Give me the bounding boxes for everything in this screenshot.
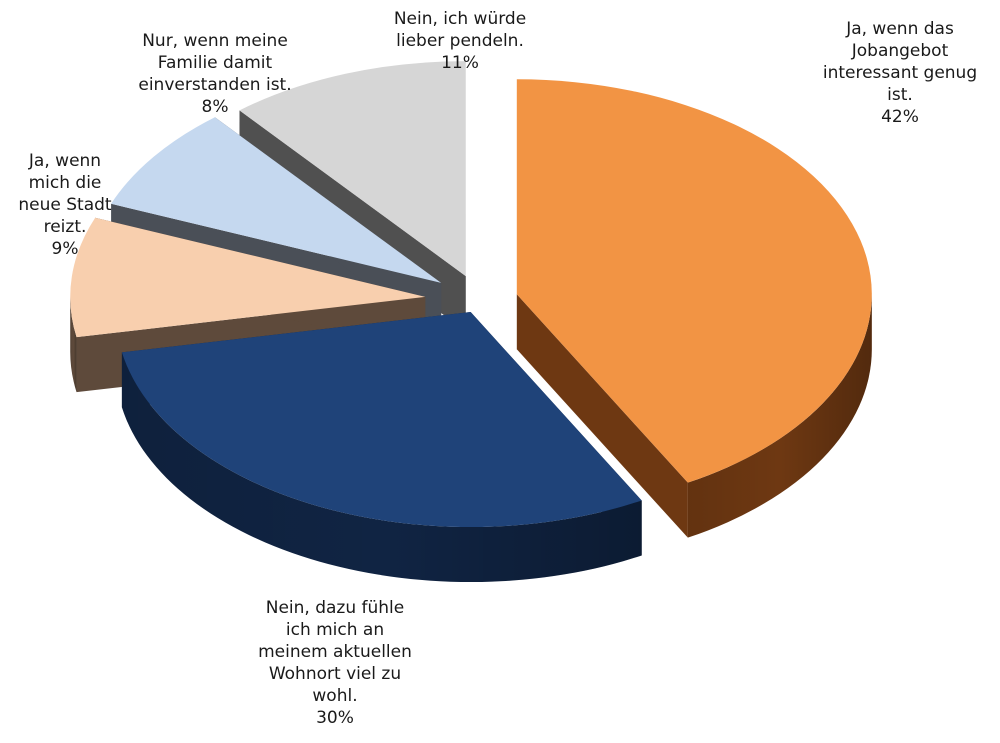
slice-wohnort (121, 312, 642, 583)
slice-jobangebot-wall-1 (516, 294, 688, 538)
slice-neue-stadt-top (70, 217, 426, 338)
data-label-pendeln: Nein, ich würde lieber pendeln. 11% (393, 9, 527, 73)
data-label-jobangebot: Ja, wenn das Jobangebot interessant genu… (822, 19, 978, 127)
slice-wohnort-top (121, 312, 642, 528)
slice-jobangebot (516, 79, 872, 538)
slice-neue-stadt-rim-shade (70, 296, 77, 393)
slice-jobangebot-rim-shade (687, 294, 872, 538)
data-label-neue-stadt: Ja, wenn mich die neue Stadt reizt. 9% (18, 151, 112, 259)
slice-pendeln-top (239, 61, 466, 277)
slice-familie-top (111, 117, 442, 283)
data-label-familie: Nur, wenn meine Familie damit einverstan… (138, 31, 292, 117)
data-label-wohnort: Nein, dazu fühle ich mich an meinem aktu… (258, 598, 412, 728)
slice-wohnort-rim-shade (121, 352, 642, 583)
slice-jobangebot-top (516, 79, 872, 483)
